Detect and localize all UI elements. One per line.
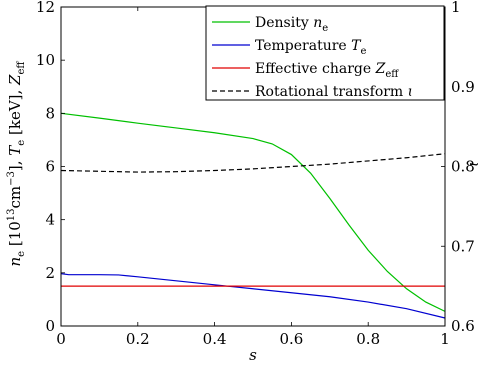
xtick-label: 0.4 xyxy=(203,330,227,348)
ytick-left-label: 4 xyxy=(45,211,55,229)
series-line-0 xyxy=(60,112,446,312)
ytick-right-label: 0.7 xyxy=(451,237,475,255)
xtick-label: 0.8 xyxy=(356,330,380,348)
ytick-left-label: 0 xyxy=(45,317,55,335)
xtick-label: 0.2 xyxy=(126,330,150,348)
series-line-1 xyxy=(60,273,446,319)
legend-label-density: Density ne xyxy=(255,15,328,34)
legend: Density ne Temperature Te Effective char… xyxy=(205,5,445,101)
series-line-3 xyxy=(60,153,446,173)
ytick-left-label: 12 xyxy=(36,0,55,16)
ylabel-left: ne [1013cm−3], Te [keV], Zeff xyxy=(6,61,27,267)
ytick-right-label: 0.9 xyxy=(451,78,475,96)
xtick-label: 0.6 xyxy=(279,330,303,348)
ytick-left-label: 2 xyxy=(45,264,55,282)
ytick-left-label: 6 xyxy=(45,158,55,176)
legend-label-iota: Rotational transform ɩ xyxy=(255,84,413,100)
ytick-right-label: 0.8 xyxy=(451,158,475,176)
legend-label-zeff: Effective charge Zeff xyxy=(255,61,399,80)
legend-label-temperature: Temperature Te xyxy=(255,38,367,57)
xlabel: s xyxy=(249,346,257,364)
xtick-label: 1 xyxy=(440,330,450,348)
ytick-right-label: 0.6 xyxy=(451,317,475,335)
ytick-left-label: 10 xyxy=(36,51,55,69)
ytick-left-label: 8 xyxy=(45,104,55,122)
ylabel-right: ɩ xyxy=(464,161,482,167)
ytick-right-label: 1 xyxy=(451,0,461,16)
xtick-label: 0 xyxy=(56,330,66,348)
